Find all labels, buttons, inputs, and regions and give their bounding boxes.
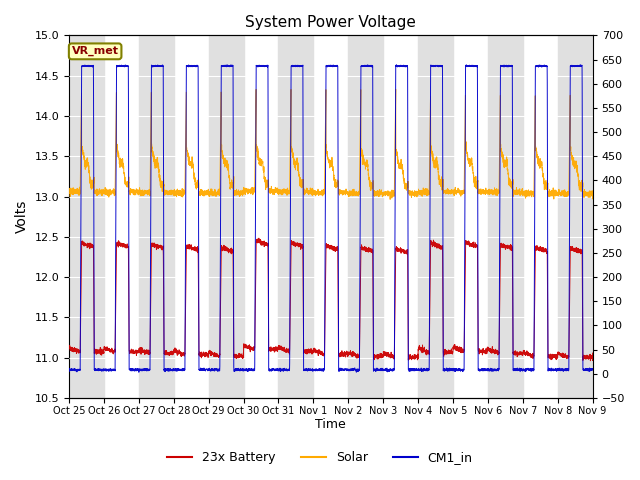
Y-axis label: Volts: Volts: [15, 200, 29, 233]
Bar: [557, 36, 593, 398]
Title: System Power Voltage: System Power Voltage: [245, 15, 416, 30]
Bar: [488, 36, 523, 398]
Bar: [348, 36, 383, 398]
Bar: [418, 36, 453, 398]
X-axis label: Time: Time: [316, 419, 346, 432]
Bar: [278, 36, 314, 398]
Bar: [209, 36, 244, 398]
Bar: [69, 36, 104, 398]
Bar: [139, 36, 173, 398]
Text: VR_met: VR_met: [72, 46, 118, 57]
Legend: 23x Battery, Solar, CM1_in: 23x Battery, Solar, CM1_in: [163, 446, 477, 469]
